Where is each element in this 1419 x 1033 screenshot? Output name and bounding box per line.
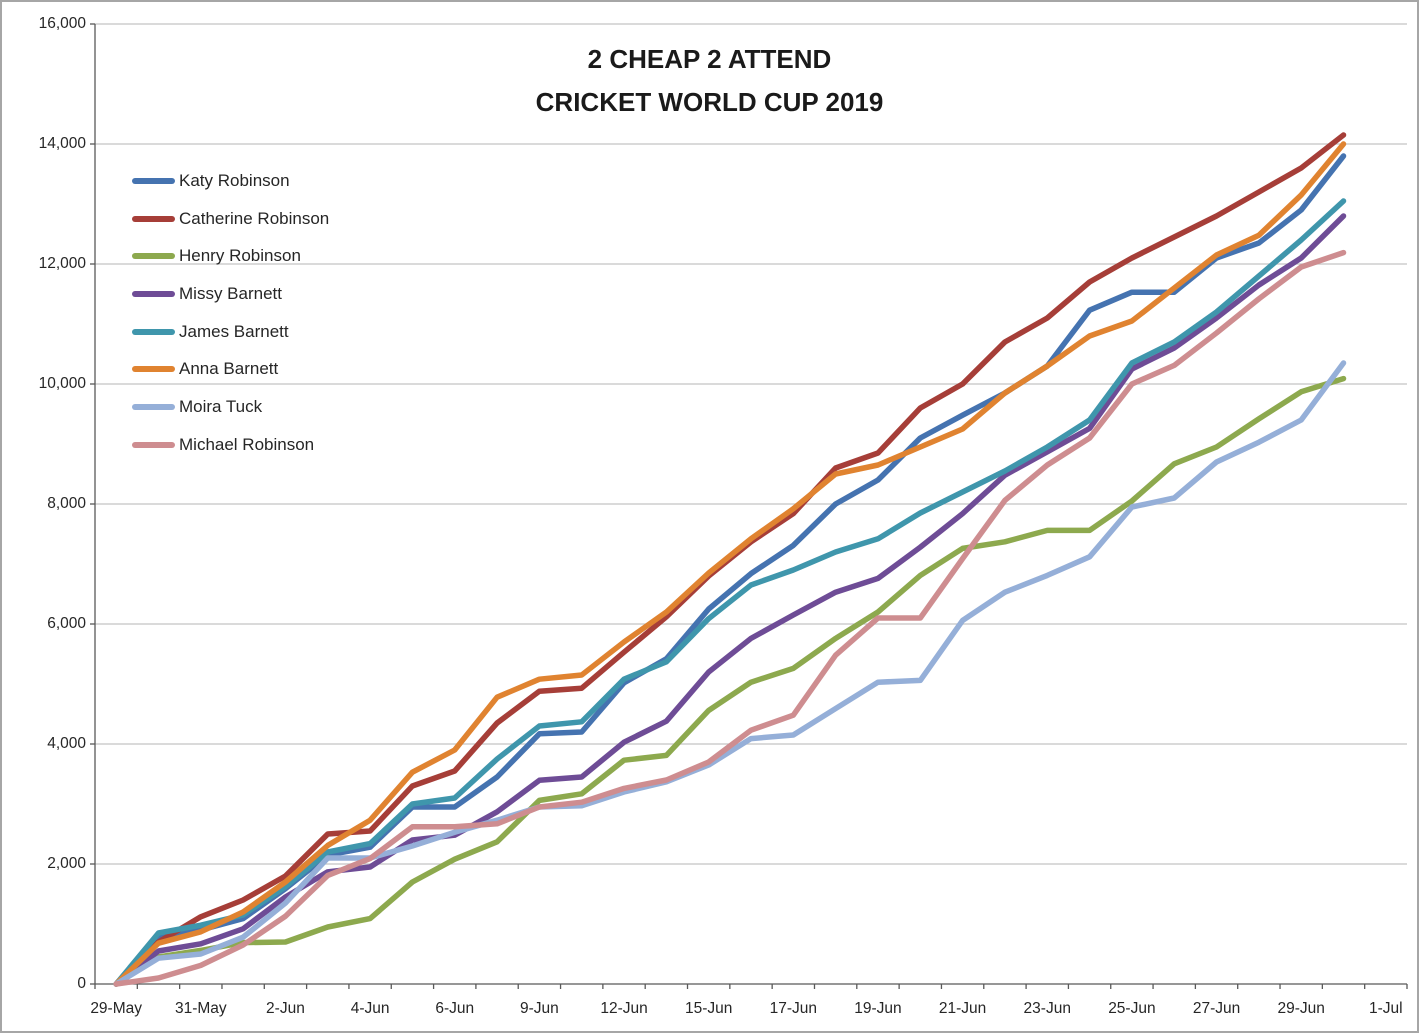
series-line-michael-robinson — [113, 249, 1347, 987]
legend-swatch-missy-barnett — [132, 290, 175, 297]
x-axis-label-31-may: 31-May — [174, 1000, 227, 1017]
x-axis-label-25-jun: 25-Jun — [1108, 1000, 1156, 1017]
legend-item-katy-robinson: Katy Robinson — [132, 162, 329, 200]
series-line-missy-barnett — [113, 213, 1347, 987]
x-axis-label-1-jul: 1-Jul — [1369, 1000, 1403, 1017]
legend-item-henry-robinson: Henry Robinson — [132, 237, 329, 275]
x-axis-label-17-jun: 17-Jun — [769, 1000, 818, 1017]
x-axis-label-19-jun: 19-Jun — [854, 1000, 902, 1017]
series-line-james-barnett — [113, 198, 1347, 987]
x-axis-label-27-jun: 27-Jun — [1192, 1000, 1241, 1017]
legend-label-catherine-robinson: Catherine Robinson — [179, 208, 330, 228]
legend-item-james-barnett: James Barnett — [132, 313, 329, 351]
legend-label-henry-robinson: Henry Robinson — [179, 246, 301, 266]
chart-title-line-2: CRICKET WORLD CUP 2019 — [535, 87, 884, 117]
series-line-moira-tuck — [113, 360, 1347, 987]
chart-title: 2 CHEAP 2 ATTEND CRICKET WORLD CUP 2019 — [2, 38, 1417, 124]
legend-label-michael-robinson: Michael Robinson — [179, 434, 315, 454]
legend-item-michael-robinson: Michael Robinson — [132, 426, 329, 464]
y-axis-label-12000: 12,000 — [38, 255, 86, 272]
legend: Katy Robinson Catherine Robinson Henry Rob… — [132, 162, 329, 464]
legend-label-moira-tuck: Moira Tuck — [179, 396, 263, 416]
x-axis-label-15-jun: 15-Jun — [684, 1000, 733, 1017]
legend-item-missy-barnett: Missy Barnett — [132, 275, 329, 313]
legend-swatch-anna-barnett — [132, 366, 175, 373]
y-axis-label-6000: 6,000 — [47, 615, 86, 632]
x-axis-label-6-jun: 6-Jun — [435, 1000, 475, 1017]
legend-label-james-barnett: James Barnett — [179, 321, 289, 341]
legend-item-moira-tuck: Moira Tuck — [132, 388, 329, 426]
y-axis-label-10000: 10,000 — [38, 375, 86, 392]
x-axis-label-29-may: 29-May — [90, 1000, 142, 1017]
x-axis-label-2-jun: 2-Jun — [266, 1000, 305, 1017]
chart-title-line-1: 2 CHEAP 2 ATTEND — [587, 44, 832, 74]
legend-swatch-catherine-robinson — [132, 215, 175, 222]
legend-swatch-katy-robinson — [132, 177, 175, 184]
legend-label-missy-barnett: Missy Barnett — [179, 283, 282, 303]
y-axis-label-14000: 14,000 — [38, 135, 86, 152]
x-axis-label-9-jun: 9-Jun — [519, 1000, 559, 1017]
y-axis-label-4000: 4,000 — [47, 735, 86, 752]
x-axis-label-21-jun: 21-Jun — [938, 1000, 987, 1017]
legend-swatch-henry-robinson — [132, 253, 175, 260]
x-axis-label-4-jun: 4-Jun — [350, 1000, 390, 1017]
series-line-henry-robinson — [113, 375, 1347, 987]
legend-swatch-moira-tuck — [132, 403, 175, 410]
legend-label-katy-robinson: Katy Robinson — [179, 170, 290, 190]
y-axis-label-2000: 2,000 — [47, 855, 86, 872]
y-axis-label-0: 0 — [77, 975, 86, 992]
legend-swatch-michael-robinson — [132, 441, 175, 448]
y-axis-label-16000: 16,000 — [38, 15, 86, 32]
series-line-anna-barnett — [113, 141, 1347, 987]
x-axis-label-29-jun: 29-Jun — [1277, 1000, 1325, 1017]
y-axis-label-8000: 8,000 — [47, 495, 86, 512]
legend-item-anna-barnett: Anna Barnett — [132, 350, 329, 388]
x-axis-label-12-jun: 12-Jun — [600, 1000, 648, 1017]
x-axis-label-23-jun: 23-Jun — [1023, 1000, 1071, 1017]
legend-swatch-james-barnett — [132, 328, 175, 335]
legend-label-anna-barnett: Anna Barnett — [179, 359, 279, 379]
legend-item-catherine-robinson: Catherine Robinson — [132, 200, 329, 238]
